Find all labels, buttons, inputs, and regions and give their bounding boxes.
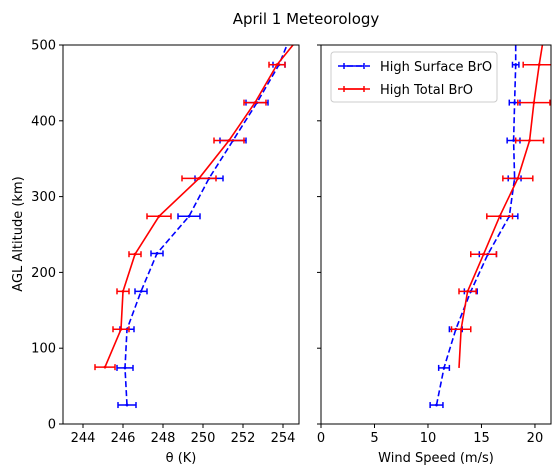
panel-frame — [62, 44, 300, 425]
error-bar — [116, 364, 134, 371]
x-tick-label: 250 — [191, 431, 216, 446]
error-bar — [506, 137, 521, 144]
error-bar — [437, 364, 451, 371]
data-point — [227, 139, 231, 142]
data-point — [103, 365, 107, 369]
x-axis-label: θ (K) — [166, 451, 197, 466]
error-bar — [517, 99, 551, 106]
x-tick-label: 244 — [71, 431, 96, 446]
error-bar — [181, 175, 217, 182]
x-tick-label: 254 — [271, 431, 296, 446]
error-bar — [243, 99, 267, 106]
panel-1-plot-area — [94, 45, 294, 409]
x-tick-label: 15 — [473, 431, 490, 446]
data-point — [197, 177, 201, 180]
data-point — [187, 214, 191, 218]
data-point — [275, 63, 279, 67]
error-bar — [470, 251, 498, 258]
data-point — [498, 214, 502, 218]
legend-box — [330, 51, 498, 103]
series-line-total — [458, 45, 544, 368]
data-point — [125, 403, 129, 407]
y-tick-label: 400 — [31, 114, 56, 129]
data-point — [435, 403, 438, 407]
data-point — [123, 366, 127, 370]
x-tick-label: 246 — [111, 431, 136, 446]
panel-2: 0 5 10 15 20 Wind Speed (m/s) High Surface BrO… — [317, 44, 552, 466]
data-point — [442, 366, 446, 370]
y-tick-label: 0 — [48, 418, 56, 433]
error-bar — [112, 326, 130, 333]
error-bar — [450, 326, 472, 333]
data-point — [513, 101, 517, 105]
data-point — [133, 252, 137, 256]
x-axis-label: Wind Speed (m/s) — [378, 451, 494, 466]
data-point — [459, 327, 463, 331]
legend-label: High Surface BrO — [380, 60, 492, 75]
error-bar — [429, 402, 444, 409]
error-bar — [117, 402, 137, 409]
legend-label: High Total BrO — [380, 83, 473, 98]
y-tick-label: 100 — [31, 342, 56, 357]
error-bar — [502, 175, 534, 182]
error-bar — [94, 364, 116, 371]
data-point — [514, 63, 518, 67]
panel-frame — [320, 44, 552, 425]
panel-2-plot-area — [429, 45, 551, 409]
error-bar — [213, 137, 245, 144]
error-bar — [522, 61, 551, 68]
data-point — [537, 63, 541, 67]
error-bar — [134, 288, 148, 295]
chart-title: April 1 Meteorology — [233, 10, 380, 28]
error-bar — [486, 213, 514, 220]
data-point — [253, 101, 257, 105]
error-bar — [116, 288, 130, 295]
data-point — [466, 289, 469, 293]
x-tick-label: 5 — [370, 431, 378, 446]
data-point — [157, 214, 161, 218]
x-tick-label: 0 — [317, 431, 325, 446]
legend: High Surface BrO High Total BrO — [330, 51, 498, 103]
x-tick-label: 252 — [231, 431, 256, 446]
error-bar — [150, 250, 164, 257]
error-bar — [458, 288, 477, 295]
error-bar — [514, 137, 545, 144]
legend-item: High Total BrO — [338, 83, 473, 98]
data-point — [139, 289, 143, 293]
data-point — [121, 289, 125, 293]
x-tick-label: 20 — [527, 431, 544, 446]
data-point — [155, 252, 159, 255]
data-point — [512, 139, 515, 142]
data-point — [516, 177, 520, 180]
legend-item: High Surface BrO — [338, 60, 492, 75]
x-tick-label: 248 — [151, 431, 176, 446]
series-line-total — [104, 45, 294, 368]
y-axis-label: AGL Altitude (km) — [11, 176, 26, 291]
panel-1: 244 246 248 250 252 254 0 100 200 300 400 500 θ (K) — [31, 39, 300, 466]
error-bar — [146, 213, 172, 220]
error-bar — [511, 61, 520, 68]
error-bar — [268, 61, 286, 68]
y-tick-label: 300 — [31, 190, 56, 205]
data-point — [119, 327, 123, 331]
x-tick-label: 10 — [420, 431, 437, 446]
data-point — [528, 139, 532, 142]
error-bar — [177, 213, 201, 220]
data-point — [482, 252, 486, 256]
error-bar — [128, 251, 142, 258]
series-line-surface — [124, 45, 288, 406]
data-point — [532, 101, 536, 105]
y-tick-label: 200 — [31, 266, 56, 281]
y-tick-label: 500 — [31, 39, 56, 54]
